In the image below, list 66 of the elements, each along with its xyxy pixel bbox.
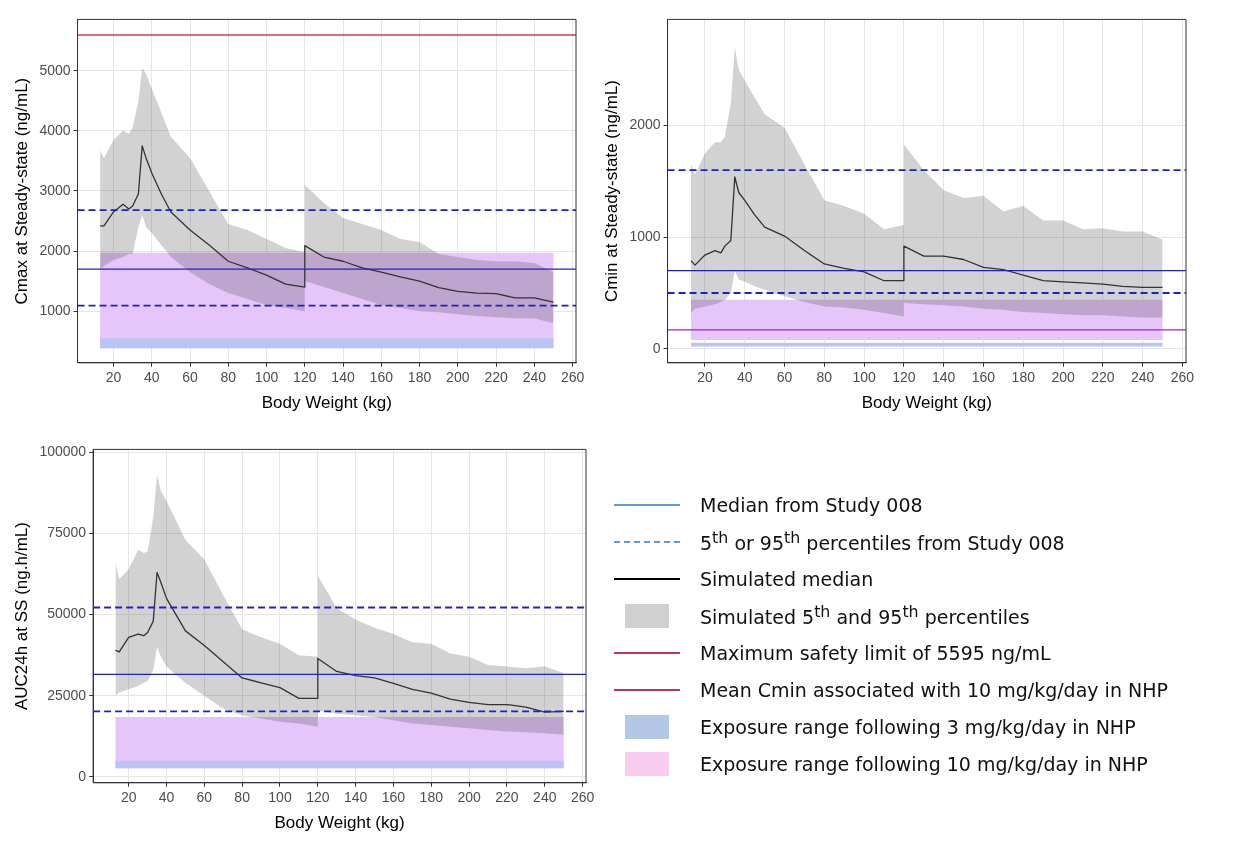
x-tick-label: 40 <box>143 369 160 386</box>
text: Median from Study 008 <box>700 493 923 516</box>
y-tick-label: 2000 <box>629 116 661 133</box>
x-tick-label: 80 <box>220 369 237 386</box>
x-tick-label: 160 <box>381 789 406 806</box>
x-tick-label: 80 <box>234 789 251 806</box>
x-tick-label: 140 <box>343 789 368 806</box>
y-tick-label: 25000 <box>47 686 87 703</box>
x-tick-label: 240 <box>533 789 557 806</box>
text: Exposure range following 3 mg/kg/day in NHP <box>700 715 1136 738</box>
x-tick-label: 120 <box>293 369 317 386</box>
x-tick-label: 220 <box>495 789 519 806</box>
y-tick-label: 1000 <box>629 228 661 245</box>
x-tick-label: 120 <box>306 789 330 806</box>
y-axis-title: Cmin at Steady-state (ng/mL) <box>601 80 621 303</box>
y-tick-label: 4000 <box>39 121 71 138</box>
text: Mean Cmin associated with 10 mg/kg/day in NHP <box>700 678 1168 701</box>
x-tick-label: 220 <box>484 369 508 386</box>
x-tick-label: 240 <box>522 369 547 386</box>
x-tick-label: 260 <box>560 369 585 386</box>
x-tick-label: 260 <box>1170 369 1195 386</box>
text: Simulated median <box>700 567 874 590</box>
x-tick-label: 60 <box>182 369 199 386</box>
text: Exposure range following 10 mg/kg/day in NHP <box>700 752 1148 775</box>
text: Maximum safety limit of 5595 ng/mL <box>700 641 1051 664</box>
y-tick-label: 3000 <box>39 181 71 198</box>
x-tick-label: 20 <box>120 789 137 806</box>
x-axis-title: Body Weight (kg) <box>261 393 392 413</box>
x-tick-label: 60 <box>776 369 793 386</box>
y-tick-label: 0 <box>652 339 661 356</box>
x-tick-label: 160 <box>369 369 394 386</box>
y-axis-title: AUC24h at SS (ng.h/mL) <box>11 522 31 711</box>
y-tick-label: 100000 <box>39 443 87 460</box>
x-axis-title: Body Weight (kg) <box>274 813 405 833</box>
x-tick-label: 180 <box>407 369 432 386</box>
x-axis-title: Body Weight (kg) <box>861 393 992 413</box>
x-tick-label: 180 <box>1011 369 1036 386</box>
x-tick-label: 40 <box>158 789 175 806</box>
x-tick-label: 140 <box>331 369 355 386</box>
y-tick-label: 0 <box>78 767 87 784</box>
x-tick-label: 100 <box>254 369 279 386</box>
x-tick-label: 220 <box>1091 369 1115 386</box>
y-axis-title: Cmax at Steady-state (ng/mL) <box>11 77 31 305</box>
x-tick-label: 20 <box>697 369 713 386</box>
x-tick-label: 60 <box>196 789 213 806</box>
text: Simulated 5$^{th}$ and 95$^{th}$ percentiles <box>700 602 1030 629</box>
x-tick-label: 40 <box>736 369 753 386</box>
x-tick-label: 260 <box>570 789 595 806</box>
x-tick-label: 100 <box>852 369 876 386</box>
x-tick-label: 140 <box>932 369 956 386</box>
text: 5$^{th}$ or 95$^{th}$ percentiles from Study 008 <box>700 528 1065 555</box>
y-tick-label: 5000 <box>39 61 71 78</box>
y-tick-label: 2000 <box>39 241 71 258</box>
y-tick-label: 1000 <box>39 301 71 318</box>
x-tick-label: 80 <box>816 369 833 386</box>
x-tick-label: 180 <box>419 789 444 806</box>
y-tick-label: 50000 <box>47 605 87 622</box>
x-tick-label: 120 <box>892 369 916 386</box>
x-tick-label: 100 <box>268 789 292 806</box>
x-tick-label: 240 <box>1130 369 1155 386</box>
x-tick-label: 200 <box>446 369 470 386</box>
y-tick-label: 75000 <box>47 524 87 541</box>
x-tick-label: 20 <box>105 369 122 386</box>
x-tick-label: 200 <box>457 789 482 806</box>
x-tick-label: 160 <box>971 369 996 386</box>
x-tick-label: 200 <box>1051 369 1075 386</box>
